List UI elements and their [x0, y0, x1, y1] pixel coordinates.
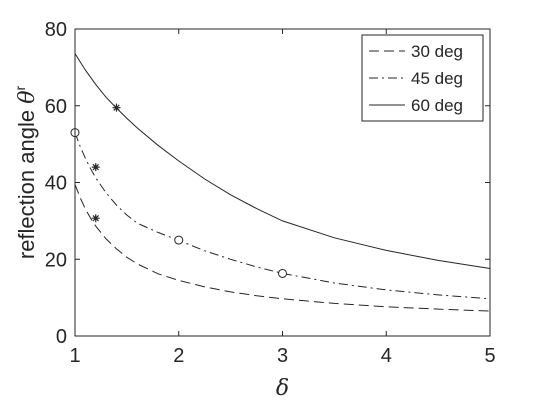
y-tick-label-1: 0	[56, 326, 67, 348]
x-tick-label-4: 4	[381, 345, 392, 367]
series-line-2	[74, 132, 491, 300]
series-line-1	[74, 184, 491, 312]
star-marker-1	[91, 214, 100, 223]
y-tick-label-2: 20	[45, 249, 67, 271]
circle-marker-6	[278, 268, 287, 278]
point-markers	[70, 103, 287, 278]
series-curves	[74, 53, 491, 312]
y-axis-title-symbol: θ	[15, 91, 40, 104]
y-axis-title: reflection angle θr	[12, 86, 40, 260]
y-axis-title-superscript: r	[12, 86, 28, 91]
legend-label-2: 45 deg	[411, 69, 463, 88]
series-line-3	[74, 53, 491, 269]
circle-marker-5	[174, 235, 184, 245]
x-axis-title: δ	[276, 376, 289, 401]
legend-label-1: 30 deg	[411, 42, 463, 61]
star-marker-3	[112, 103, 121, 112]
tick-labels: 1 2 3 4 5 0 20 40 60 80	[45, 19, 496, 367]
y-tick-label-3: 40	[45, 173, 67, 195]
x-tick-label-3: 3	[277, 345, 288, 367]
y-axis-title-text: reflection angle	[14, 104, 39, 259]
legend-label-3: 60 deg	[411, 96, 463, 115]
star-marker-2	[91, 163, 100, 172]
legend: 30 deg 45 deg 60 deg	[361, 34, 484, 122]
y-tick-label-4: 60	[45, 96, 67, 118]
x-tick-label-1: 1	[69, 345, 80, 367]
y-tick-label-5: 80	[45, 19, 67, 41]
axis-ticks	[74, 28, 491, 337]
x-tick-label-5: 5	[484, 345, 495, 367]
x-tick-label-2: 2	[173, 345, 184, 367]
